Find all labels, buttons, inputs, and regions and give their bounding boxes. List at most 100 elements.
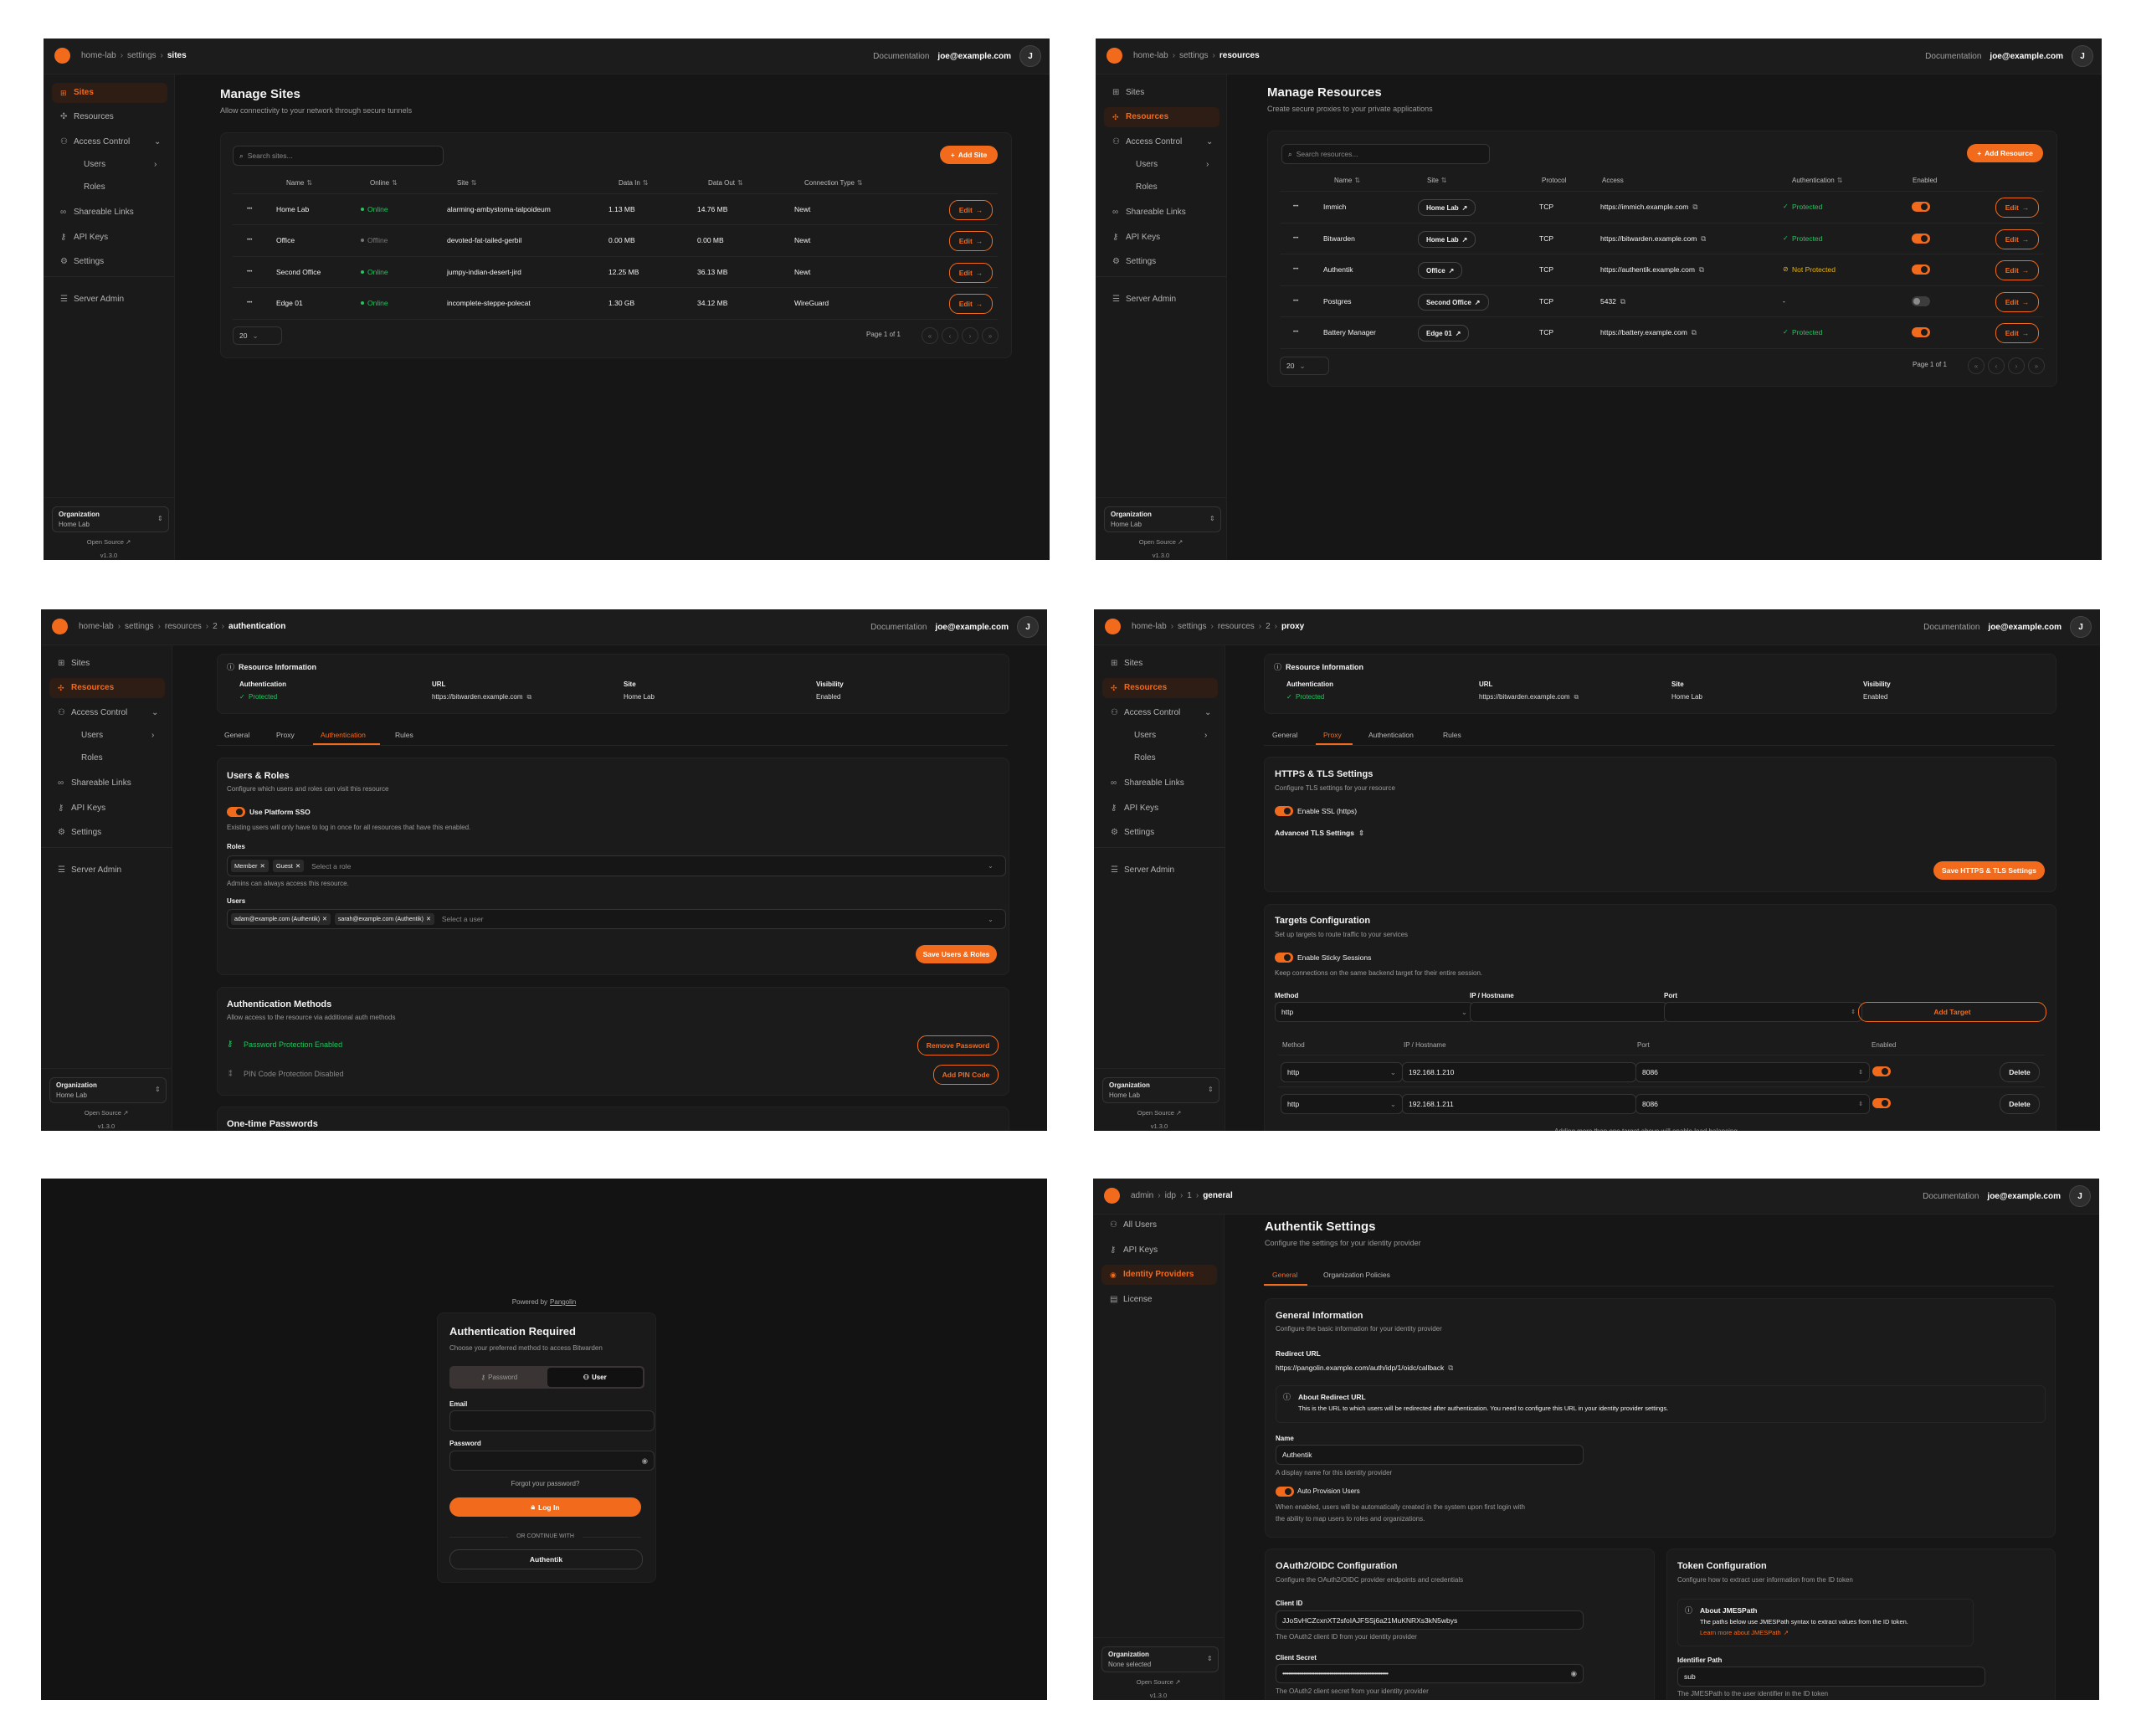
tab-organization-policies[interactable]: Organization Policies <box>1323 1271 1390 1279</box>
sidebar-item-resources[interactable]: ✣ Resources <box>1104 107 1219 127</box>
edit-site-button[interactable]: Edit → <box>949 263 993 283</box>
sidebar-item-shareable-links[interactable]: ∞ Shareable Links <box>52 203 167 223</box>
target-ip-input[interactable]: 192.168.1.210 <box>1402 1062 1636 1082</box>
column-header[interactable]: Site ⇅ <box>457 179 477 187</box>
sidebar-item-sites[interactable]: ⊞ Sites <box>1104 83 1219 103</box>
copy-icon[interactable]: ⧉ <box>1698 265 1704 274</box>
edit-resource-button[interactable]: Edit → <box>1995 292 2039 312</box>
avatar[interactable]: J <box>1017 616 1039 638</box>
breadcrumb-link[interactable]: resources <box>1217 622 1255 631</box>
sidebar-item-shareable-links[interactable]: ∞ Shareable Links <box>1104 203 1219 223</box>
breadcrumb-link[interactable]: settings <box>127 51 157 60</box>
edit-site-button[interactable]: Edit → <box>949 200 993 220</box>
enabled-toggle[interactable] <box>1912 234 1930 244</box>
copy-icon[interactable]: ⧉ <box>1691 328 1697 336</box>
breadcrumb-link[interactable]: 1 <box>1187 1191 1192 1200</box>
breadcrumb-link[interactable]: settings <box>1178 622 1207 631</box>
sidebar-item-settings[interactable]: ⚙ Settings <box>1104 252 1219 272</box>
sidebar-item-server-admin[interactable]: ☰ Server Admin <box>49 860 165 881</box>
documentation-link[interactable]: Documentation <box>873 51 930 61</box>
avatar[interactable]: J <box>2069 1185 2091 1207</box>
organization-selector[interactable]: Organization None selected ⇕ <box>1101 1646 1219 1672</box>
sidebar-item-api-keys[interactable]: ⚷ API Keys <box>1102 799 1218 819</box>
authentik-login-button[interactable]: Authentik <box>449 1549 643 1569</box>
tab-user[interactable]: ⚇ User <box>547 1368 643 1387</box>
copy-icon[interactable]: ⧉ <box>526 693 532 701</box>
more-actions-icon[interactable]: ••• <box>1293 204 1299 209</box>
add-resource-button[interactable]: + Add Resource <box>1967 144 2043 162</box>
column-header[interactable]: Online ⇅ <box>370 179 398 187</box>
tab-general[interactable]: General <box>224 731 250 739</box>
first-page-button[interactable]: « <box>922 327 938 344</box>
remove-chip-icon[interactable]: ✕ <box>322 917 327 922</box>
previous-page-button[interactable]: ‹ <box>942 327 958 344</box>
sidebar-item-api-keys[interactable]: ⚷ API Keys <box>1101 1240 1217 1261</box>
sidebar-item-api-keys[interactable]: ⚷ API Keys <box>49 799 165 819</box>
user-email[interactable]: joe@example.com <box>1988 622 2062 632</box>
breadcrumb-link[interactable]: resources <box>164 622 202 631</box>
sidebar-item-settings[interactable]: ⚙ Settings <box>1102 823 1218 843</box>
tab-rules[interactable]: Rules <box>395 731 413 739</box>
tab-password[interactable]: ⚷ Password <box>451 1368 547 1387</box>
add-pin-code-button[interactable]: Add PIN Code <box>933 1065 999 1085</box>
search-sites-input[interactable]: ⌕ Search sites... <box>233 146 444 166</box>
tab-proxy[interactable]: Proxy <box>276 731 295 739</box>
sidebar-item-sites[interactable]: ⊞ Sites <box>52 83 167 103</box>
column-header[interactable]: Name ⇅ <box>286 179 313 187</box>
sidebar-item-settings[interactable]: ⚙ Settings <box>49 823 165 843</box>
documentation-link[interactable]: Documentation <box>1925 51 1982 61</box>
ip-hostname-input[interactable] <box>1470 1002 1668 1022</box>
email-input[interactable] <box>449 1410 655 1431</box>
breadcrumb-link[interactable]: 2 <box>213 622 218 631</box>
platform-sso-toggle[interactable] <box>227 807 245 817</box>
site-link-pill[interactable]: Second Office ↗ <box>1418 294 1489 311</box>
remove-chip-icon[interactable]: ✕ <box>425 917 431 922</box>
edit-resource-button[interactable]: Edit → <box>1995 323 2039 343</box>
open-source-link[interactable]: Open Source ↗ <box>1093 1678 1224 1687</box>
tab-general[interactable]: General <box>1272 731 1298 739</box>
learn-more-jmespath-link[interactable]: Learn more about JMESPath ↗ <box>1700 1629 1789 1636</box>
breadcrumb-link[interactable]: home-lab <box>1133 51 1168 60</box>
user-email[interactable]: joe@example.com <box>1987 1191 2061 1201</box>
target-enabled-toggle[interactable] <box>1872 1098 1891 1108</box>
column-header[interactable]: Site ⇅ <box>1427 177 1447 184</box>
sidebar-item-license[interactable]: ▤ License <box>1101 1290 1217 1310</box>
sidebar-item-resources[interactable]: ✣ Resources <box>49 678 165 698</box>
identifier-path-input[interactable]: sub <box>1677 1667 1985 1687</box>
organization-selector[interactable]: Organization Home Lab ⇕ <box>52 506 169 532</box>
documentation-link[interactable]: Documentation <box>1923 1191 1979 1201</box>
more-actions-icon[interactable]: ••• <box>247 238 253 243</box>
column-header[interactable]: Data Out ⇅ <box>708 179 743 187</box>
sidebar-item-shareable-links[interactable]: ∞ Shareable Links <box>1102 773 1218 794</box>
avatar[interactable]: J <box>1019 45 1041 67</box>
remove-chip-icon[interactable]: ✕ <box>259 862 265 870</box>
auto-provision-toggle[interactable] <box>1276 1487 1294 1497</box>
forgot-password-link[interactable]: Forgot your password? <box>511 1480 580 1487</box>
pangolin-link[interactable]: Pangolin <box>550 1298 577 1306</box>
documentation-link[interactable]: Documentation <box>870 622 927 632</box>
sidebar-item-api-keys[interactable]: ⚷ API Keys <box>1104 228 1219 248</box>
edit-site-button[interactable]: Edit → <box>949 294 993 314</box>
open-source-link[interactable]: Open Source ↗ <box>41 1109 172 1117</box>
breadcrumb-link[interactable]: settings <box>125 622 154 631</box>
site-link-pill[interactable]: Home Lab ↗ <box>1418 199 1476 216</box>
enabled-toggle[interactable] <box>1912 265 1930 275</box>
more-actions-icon[interactable]: ••• <box>1293 267 1299 272</box>
breadcrumb-link[interactable]: admin <box>1131 1191 1154 1200</box>
copy-icon[interactable]: ⧉ <box>1692 203 1698 211</box>
breadcrumb-link[interactable]: 2 <box>1266 622 1271 631</box>
edit-resource-button[interactable]: Edit → <box>1995 260 2039 280</box>
add-target-button[interactable]: Add Target <box>1858 1002 2046 1022</box>
target-enabled-toggle[interactable] <box>1872 1066 1891 1076</box>
more-actions-icon[interactable]: ••• <box>247 300 253 306</box>
copy-icon[interactable]: ⧉ <box>1701 234 1707 243</box>
enabled-toggle[interactable] <box>1912 327 1930 337</box>
sticky-sessions-toggle[interactable] <box>1275 953 1293 963</box>
log-in-button[interactable]: 🔒︎ Log In <box>449 1497 641 1517</box>
tab-authentication[interactable]: Authentication <box>1368 731 1414 739</box>
port-input[interactable]: ⇕ <box>1664 1002 1862 1022</box>
search-resources-input[interactable]: ⌕ Search resources... <box>1281 144 1490 164</box>
page-size-select[interactable]: 20 ⌄ <box>1280 357 1329 375</box>
column-header[interactable]: Authentication ⇅ <box>1792 177 1843 184</box>
users-multiselect[interactable]: adam@example.com (Authentik) ✕ sarah@examp… <box>227 909 1006 929</box>
